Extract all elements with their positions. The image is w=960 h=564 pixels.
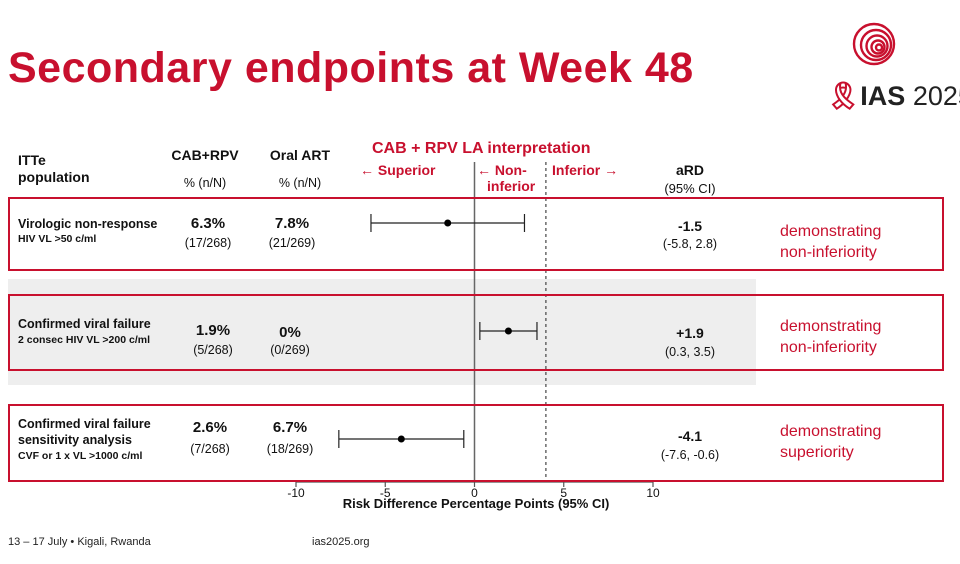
point-estimate [444,219,452,227]
row-3-arm1-pct: 2.6% [192,419,228,436]
inferior-label: Inferior → [552,162,619,178]
row-highlight-band [8,279,756,385]
row-box-1 [8,197,944,271]
ard-ci-header: (95% CI) [664,181,716,196]
row-3-conclusion-line1: demonstrating [780,423,882,440]
row-2-arm1-pct: 1.9% [195,322,231,339]
row-2-arm1-nn: (5/268) [193,343,233,357]
x-tick-label: -10 [287,486,305,500]
row-1-conclusion-line1: demonstrating [780,223,882,240]
point-estimate [397,435,405,443]
row-2-conclusion-line1: demonstrating [780,318,882,335]
interpretation-title: CAB + RPV LA interpretation [372,140,591,157]
row-1-ard: -1.5 [677,218,703,234]
footer-bullet: • [70,536,75,548]
point-estimate [504,327,512,335]
row-2-label: Confirmed viral failure [18,317,151,331]
row-3-ci: (-7.6, -0.6) [660,448,720,462]
population-header-line1: ITTe [18,152,46,168]
x-tick-label: 0 [471,486,478,500]
logo-wordmark: 🎗︎IAS 2025 [826,80,960,112]
row-3-label-line1: Confirmed viral failure [18,417,151,431]
footer-location: Kigali, Rwanda [77,536,151,548]
row-box-2 [8,294,944,371]
row-3-conclusion-line2: superiority [780,444,854,461]
row-1-label: Virologic non-response [18,217,158,231]
x-tick-label: -5 [380,486,391,500]
logo-ias: IAS [860,81,906,111]
row-3-sub: CVF or 1 x VL >1000 c/ml [18,450,143,462]
row-1-arm2-pct: 7.8% [274,215,310,232]
non-inferior-label-line2: inferior [487,178,536,194]
footer-url: ias2025.org [312,536,370,548]
arm1-header: CAB+RPV [171,147,239,163]
row-1-arm1-pct: 6.3% [190,215,226,232]
row-1-ci: (-5.8, 2.8) [662,237,718,251]
ard-header: aRD [675,162,704,178]
slide-title: Secondary endpoints at Week 48 [8,44,694,92]
x-tick-label: 5 [560,486,567,500]
x-axis-label: Risk Difference Percentage Points (95% C… [342,496,610,511]
row-1-arm1-nn: (17/268) [184,236,232,250]
row-1-sub-text: HIV VL >50 c/ml [18,233,97,245]
footer-dates-location: 13 – 17 July • Kigali, Rwanda [8,536,151,548]
row-2-arm2-pct: 0% [279,324,301,341]
arm2-header: Oral ART [269,147,331,163]
row-2-ci: (0.3, 3.5) [664,345,716,359]
row-3-ard: -4.1 [677,428,703,444]
ias-logo: 🎗︎IAS 2025 [826,22,960,114]
row-2-arm2-nn: (0/269) [270,343,310,357]
row-2-sub: 2 consec HIV VL >200 c/ml [18,334,151,346]
row-3-arm1-nn: (7/268) [190,442,230,456]
footer-dates: 13 – 17 July [8,536,68,548]
red-ribbon-icon: 🎗︎ [826,81,861,111]
row-1-arm2-nn: (21/269) [268,236,316,250]
x-tick-label: 10 [646,486,660,500]
logo-year: 2025 [912,81,960,111]
row-1-sub: HIV VL >50 c/ml [18,233,96,245]
row-box-3 [8,404,944,482]
row-3-arm2-pct: 6.7% [272,419,308,436]
population-header-line2: population [18,169,90,185]
superior-label: ← Superior [360,162,436,178]
row-3-arm2-nn: (18/269) [266,442,314,456]
row-1-conclusion-line2: non-inferiority [780,244,877,261]
non-inferior-label-line1: ← Non- [477,162,527,178]
arm2-unit: % (n/N) [278,176,322,190]
row-2-ard: +1.9 [676,325,704,341]
arm1-unit: % (n/N) [183,176,227,190]
row-3-label-line2: sensitivity analysis [18,433,132,447]
row-2-conclusion-line2: non-inferiority [780,339,877,356]
spiral-logo-icon [852,22,896,66]
